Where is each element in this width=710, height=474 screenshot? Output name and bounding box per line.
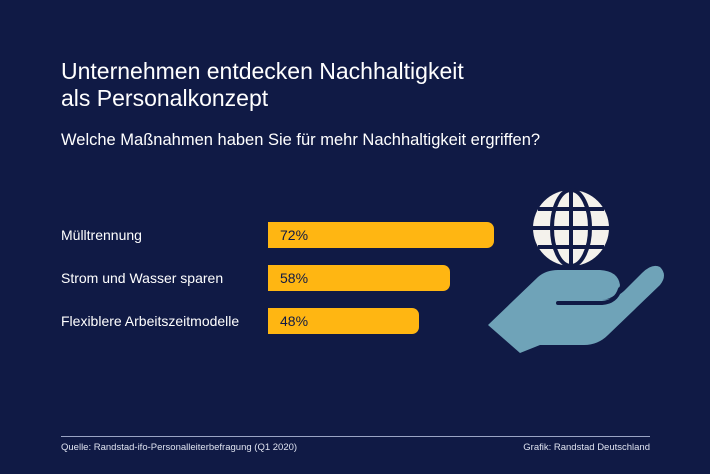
chart-title: Unternehmen entdecken Nachhaltigkeit als… (61, 58, 464, 111)
value-label: 58% (280, 270, 309, 286)
category-label: Flexiblere Arbeitszeitmodelle (61, 313, 240, 329)
value-label: 48% (280, 313, 309, 329)
value-label: 72% (280, 227, 309, 243)
chart-subtitle: Welche Maßnahmen haben Sie für mehr Nach… (61, 131, 541, 149)
globe-icon (533, 188, 609, 268)
bar: 48% (268, 308, 419, 334)
bar: 72% (268, 222, 495, 248)
hand-icon (488, 265, 664, 353)
bar: 58% (268, 265, 451, 291)
footer-divider (61, 436, 650, 437)
category-label: Mülltrennung (61, 227, 142, 243)
source-note: Quelle: Randstad-ifo-Personalleiterbefra… (61, 442, 298, 453)
category-label: Strom und Wasser sparen (61, 270, 224, 286)
credit-note: Grafik: Randstad Deutschland (523, 442, 650, 453)
hand-holding-globe-icon (488, 188, 664, 353)
